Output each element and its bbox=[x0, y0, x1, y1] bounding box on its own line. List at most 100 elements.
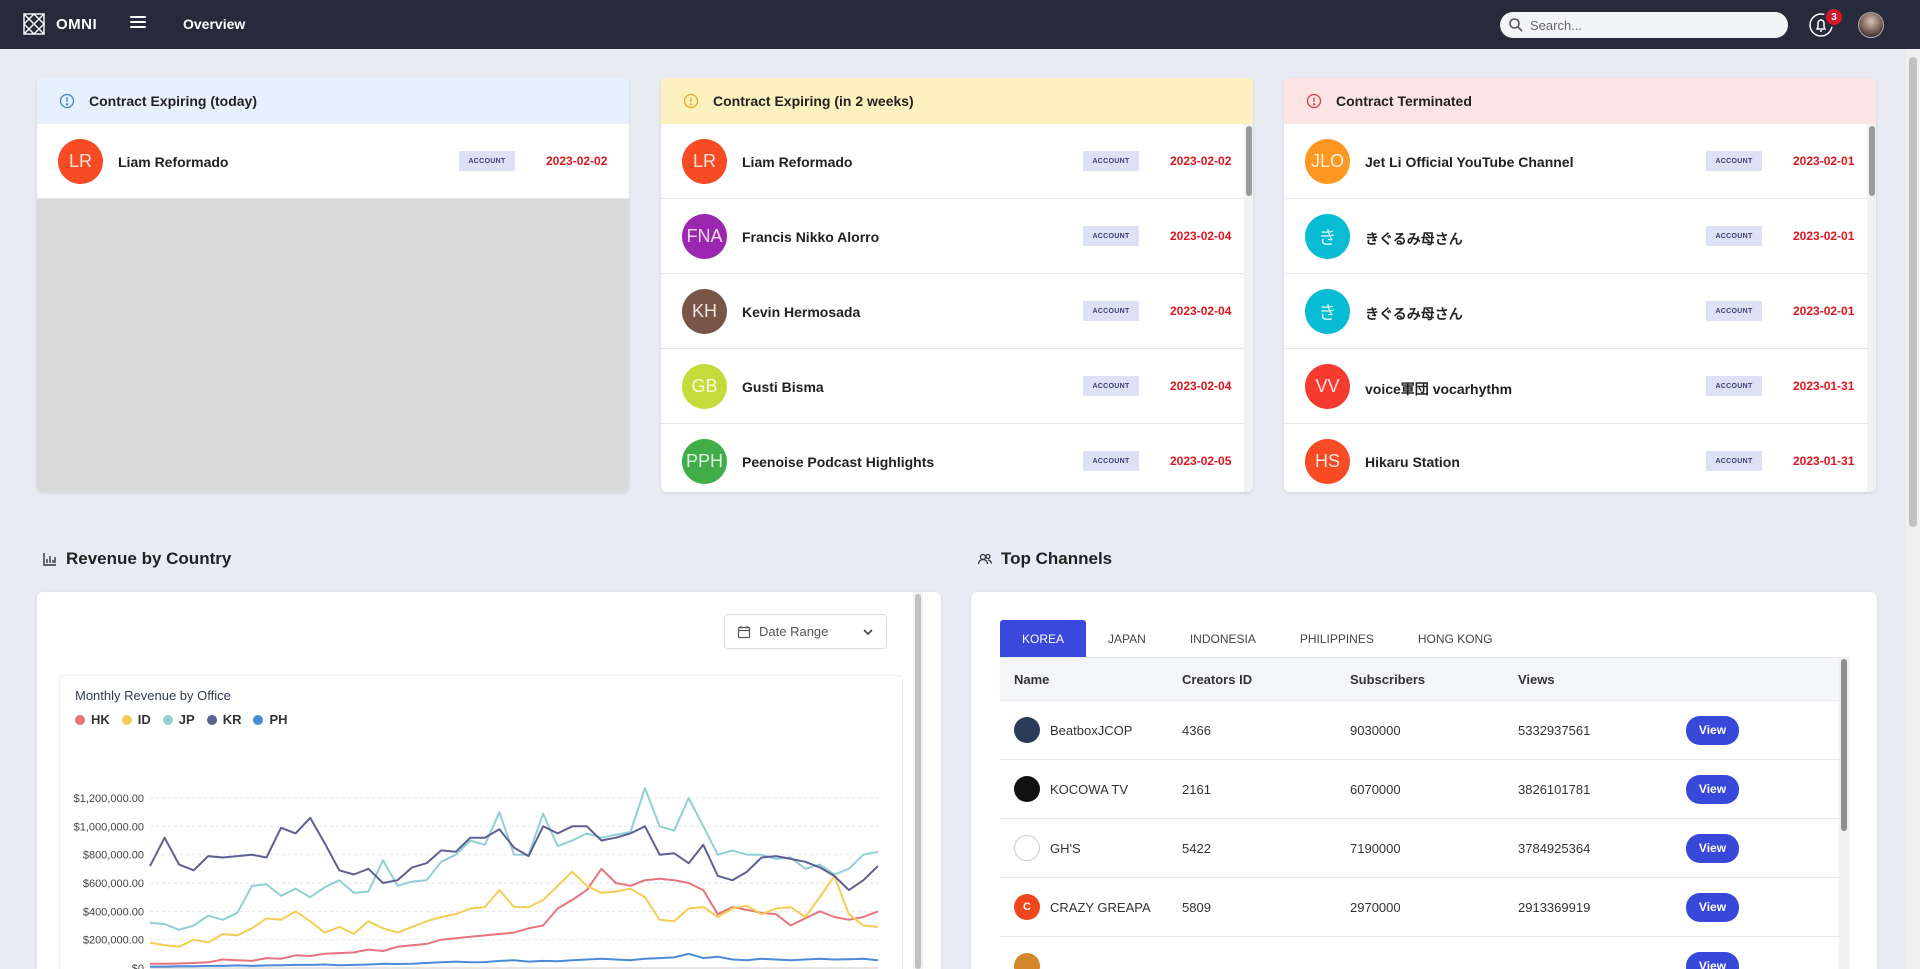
channel-name: KOCOWA TV bbox=[1050, 781, 1129, 797]
search-icon bbox=[1509, 18, 1523, 32]
legend-item-ph[interactable]: PH bbox=[253, 712, 288, 727]
channel-name: CRAZY GREAPA bbox=[1050, 899, 1151, 915]
user-avatar[interactable] bbox=[1858, 12, 1884, 38]
legend-item-kr[interactable]: KR bbox=[206, 712, 241, 727]
tab-hong-kong[interactable]: HONG KONG bbox=[1417, 631, 1493, 646]
card-scrollbar[interactable] bbox=[1244, 124, 1253, 492]
contract-date: 2023-02-01 bbox=[1793, 304, 1855, 318]
account-name: Jet Li Official YouTube Channel bbox=[1365, 154, 1574, 170]
card-expiring-2-weeks: Contract Expiring (in 2 weeks) LR Liam Ref… bbox=[661, 78, 1253, 492]
creator-id: 4366 bbox=[1182, 722, 1211, 738]
view-button[interactable]: View bbox=[1686, 774, 1739, 804]
search-box[interactable] bbox=[1500, 12, 1788, 38]
page-scrollbar[interactable] bbox=[1906, 49, 1920, 969]
channel-avatar bbox=[1014, 953, 1040, 969]
col-views: Views bbox=[1518, 671, 1555, 687]
list-item[interactable]: KH Kevin Hermosada ACCOUNT 2023-02-04 bbox=[661, 274, 1253, 349]
date-range-dropdown[interactable]: Date Range bbox=[724, 614, 887, 649]
series-line-ph[interactable] bbox=[150, 952, 879, 968]
avatar: LR bbox=[682, 139, 727, 184]
avatar: き bbox=[1305, 289, 1350, 334]
account-name: きぐるみ母さん bbox=[1365, 231, 1463, 247]
list-item[interactable]: ききぐるみ母さん ACCOUNT 2023-02-01 bbox=[1284, 274, 1876, 349]
logo[interactable]: OMNI bbox=[22, 12, 97, 36]
creator-id: 2161 bbox=[1182, 781, 1211, 797]
y-tick-label: $400,000.00 bbox=[83, 906, 144, 918]
tab-japan[interactable]: JAPAN bbox=[1108, 631, 1146, 646]
account-name: Peenoise Podcast Highlights bbox=[742, 454, 935, 470]
table-header: Name Creators ID Subscribers Views bbox=[1000, 657, 1841, 701]
chart-legend: HK ID JP KR PH bbox=[75, 712, 288, 727]
card-title: Contract Expiring (today) bbox=[89, 93, 258, 109]
account-name: Liam Reformado bbox=[742, 154, 853, 170]
views: 3784925364 bbox=[1518, 840, 1591, 856]
col-creators-id: Creators ID bbox=[1182, 671, 1253, 687]
avatar: KH bbox=[682, 289, 727, 334]
card-list: LR Liam Reformado ACCOUNT 2023-02-02 bbox=[37, 124, 629, 492]
account-tag: ACCOUNT bbox=[459, 151, 515, 171]
avatar: PPH bbox=[682, 439, 727, 484]
series-line-jp[interactable] bbox=[149, 787, 879, 931]
top-channels-panel: KOREA JAPAN INDONESIA PHILIPPINES HONG KONG … bbox=[971, 592, 1877, 969]
list-item[interactable]: GB Gusti Bisma ACCOUNT 2023-02-04 bbox=[661, 349, 1253, 424]
list-item[interactable]: LR Liam Reformado ACCOUNT 2023-02-02 bbox=[37, 124, 629, 199]
contract-date: 2023-02-02 bbox=[546, 154, 608, 168]
view-button[interactable]: View bbox=[1686, 833, 1739, 863]
revenue-chart-svg: $0 $200,000.00 $400,000.00 $600,000.00 $800,… bbox=[74, 787, 879, 969]
page-title: Overview bbox=[183, 16, 246, 32]
contract-date: 2023-02-04 bbox=[1170, 379, 1232, 393]
calendar-icon bbox=[737, 626, 751, 639]
view-button[interactable]: View bbox=[1686, 951, 1739, 969]
card-scrollbar[interactable] bbox=[1867, 124, 1876, 492]
card-terminated: Contract Terminated JLO Jet Li Official Yo… bbox=[1284, 78, 1876, 492]
list-item[interactable]: JLO Jet Li Official YouTube Channel ACCOUN… bbox=[1284, 124, 1876, 199]
contract-date: 2023-01-31 bbox=[1793, 379, 1855, 393]
account-name: きぐるみ母さん bbox=[1365, 306, 1463, 322]
series-line-id[interactable] bbox=[149, 870, 879, 948]
account-tag: ACCOUNT bbox=[1706, 226, 1762, 246]
card-header: Contract Expiring (today) bbox=[37, 78, 629, 124]
tab-korea[interactable]: KOREA bbox=[1000, 620, 1087, 657]
contract-date: 2023-01-31 bbox=[1793, 454, 1855, 468]
list-item[interactable]: LR Liam Reformado ACCOUNT 2023-02-02 bbox=[661, 124, 1253, 199]
list-item[interactable]: FNA Francis Nikko Alorro ACCOUNT 2023-02-04 bbox=[661, 199, 1253, 274]
account-tag: ACCOUNT bbox=[1083, 226, 1139, 246]
channels-scrollbar[interactable] bbox=[1839, 657, 1849, 969]
card-title: Contract Expiring (in 2 weeks) bbox=[713, 93, 914, 109]
legend-item-id[interactable]: ID bbox=[121, 712, 151, 727]
legend-item-hk[interactable]: HK bbox=[75, 712, 110, 727]
card-expiring-today: Contract Expiring (today) LR Liam Reformad… bbox=[37, 78, 629, 492]
col-subscribers: Subscribers bbox=[1350, 671, 1426, 687]
card-header: Contract Expiring (in 2 weeks) bbox=[661, 78, 1253, 124]
list-item[interactable]: PPH Peenoise Podcast Highlights ACCOUNT 202… bbox=[661, 424, 1253, 492]
card-title: Contract Terminated bbox=[1336, 93, 1472, 109]
list-item[interactable]: HS Hikaru Station ACCOUNT 2023-01-31 bbox=[1284, 424, 1876, 492]
avatar: き bbox=[1305, 214, 1350, 259]
account-tag: ACCOUNT bbox=[1083, 301, 1139, 321]
channel-name: BeatboxJCOP bbox=[1050, 722, 1133, 738]
chevron-down-icon bbox=[863, 629, 873, 636]
table-row: KOCOWA TV 2161 6070000 3826101781 View bbox=[1000, 760, 1841, 819]
logo-text: OMNI bbox=[56, 15, 98, 33]
account-tag: ACCOUNT bbox=[1083, 151, 1139, 171]
y-tick-label: $1,000,000.00 bbox=[74, 821, 144, 833]
y-tick-label: $1,200,000.00 bbox=[74, 793, 144, 805]
legend-item-jp[interactable]: JP bbox=[162, 712, 195, 727]
list-item[interactable]: VV voice軍団 vocarhythm ACCOUNT 2023-01-31 bbox=[1284, 349, 1876, 424]
account-name: Liam Reformado bbox=[118, 154, 229, 170]
notification-badge: 3 bbox=[1824, 7, 1844, 27]
top-bar: OMNI Overview 3 bbox=[0, 0, 1920, 49]
account-name: voice軍団 vocarhythm bbox=[1365, 381, 1513, 397]
channel-avatar: C bbox=[1014, 894, 1040, 920]
revenue-scrollbar[interactable] bbox=[913, 592, 923, 969]
y-tick-label: $800,000.00 bbox=[83, 850, 144, 862]
list-item[interactable]: ききぐるみ母さん ACCOUNT 2023-02-01 bbox=[1284, 199, 1876, 274]
view-button[interactable]: View bbox=[1686, 892, 1739, 922]
series-line-kr[interactable] bbox=[149, 816, 879, 892]
view-button[interactable]: View bbox=[1686, 715, 1739, 745]
search-input[interactable] bbox=[1530, 17, 1770, 33]
menu-toggle-icon[interactable] bbox=[130, 16, 146, 30]
tab-philippines[interactable]: PHILIPPINES bbox=[1299, 631, 1374, 646]
avatar: FNA bbox=[682, 214, 727, 259]
tab-indonesia[interactable]: INDONESIA bbox=[1189, 631, 1256, 646]
